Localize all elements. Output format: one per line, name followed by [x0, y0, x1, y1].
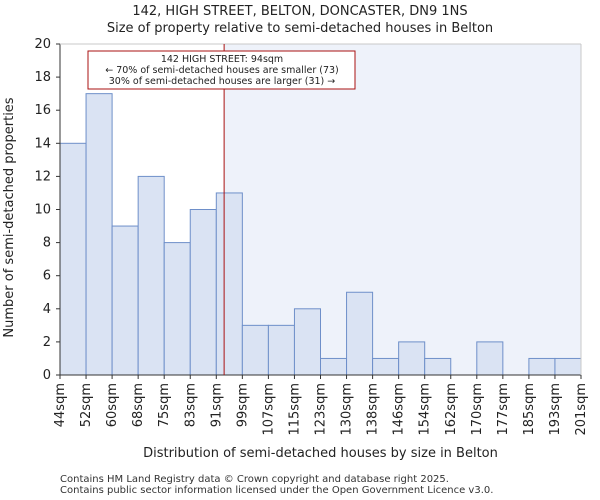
chart-subtitle: Size of property relative to semi-detach… — [106, 21, 494, 36]
bar-91sqm — [215, 192, 243, 376]
y-tick-label-14: 14 — [34, 136, 51, 151]
y-tick-label-16: 16 — [34, 103, 51, 118]
bar-193sqm — [554, 357, 582, 376]
bar-83sqm — [189, 209, 217, 376]
x-tick-label-75sqm: 75sqm — [157, 383, 172, 427]
x-tick-label-130sqm: 130sqm — [340, 383, 355, 436]
y-tick-label-6: 6 — [43, 269, 51, 284]
annotation-box — [87, 50, 356, 90]
shaded-region — [224, 44, 582, 375]
x-tick-label-60sqm: 60sqm — [105, 383, 120, 427]
bar-130sqm — [346, 291, 374, 376]
bar-185sqm — [528, 357, 556, 376]
bar-75sqm — [163, 242, 191, 376]
bar-154sqm — [424, 357, 452, 376]
y-axis-title: Number of semi-detached properties — [2, 97, 17, 337]
y-tick-label-8: 8 — [43, 236, 51, 251]
bar-68sqm — [137, 175, 165, 376]
y-tick-label-20: 20 — [34, 37, 51, 52]
x-tick-label-138sqm: 138sqm — [366, 383, 381, 436]
y-tick-label-0: 0 — [43, 368, 51, 383]
chart-title: 142, HIGH STREET, BELTON, DONCASTER, DN9… — [132, 4, 468, 19]
footer-line-2: Contains public sector information licen… — [60, 485, 494, 496]
x-tick-label-91sqm: 91sqm — [209, 383, 224, 427]
bar-170sqm — [476, 341, 504, 376]
x-tick-label-123sqm: 123sqm — [314, 383, 329, 436]
bar-123sqm — [320, 357, 348, 376]
x-tick-label-162sqm: 162sqm — [444, 383, 459, 436]
annotation-line-1: 142 HIGH STREET: 94sqm — [161, 54, 283, 65]
x-tick-label-44sqm: 44sqm — [53, 383, 68, 427]
x-tick-label-99sqm: 99sqm — [235, 383, 250, 427]
bar-115sqm — [293, 308, 322, 376]
y-tick-label-2: 2 — [43, 335, 51, 350]
annotation-line-3: 30% of semi-detached houses are larger (… — [109, 76, 336, 87]
y-tick-label-10: 10 — [34, 203, 51, 218]
x-tick-label-154sqm: 154sqm — [418, 383, 433, 436]
footer-line-1: Contains HM Land Registry data © Crown c… — [60, 474, 449, 485]
x-tick-label-115sqm: 115sqm — [287, 383, 302, 436]
x-tick-label-83sqm: 83sqm — [183, 383, 198, 427]
annotation-line-2: ← 70% of semi-detached houses are smalle… — [105, 65, 339, 76]
bar-44sqm — [59, 142, 87, 376]
x-tick-label-146sqm: 146sqm — [392, 383, 407, 436]
bar-138sqm — [372, 357, 400, 376]
bar-52sqm — [85, 93, 113, 376]
x-tick-label-201sqm: 201sqm — [574, 383, 589, 436]
x-tick-label-185sqm: 185sqm — [522, 383, 537, 436]
bar-107sqm — [267, 324, 295, 376]
x-tick-label-68sqm: 68sqm — [131, 383, 146, 427]
y-tick-label-12: 12 — [34, 169, 51, 184]
x-tick-label-52sqm: 52sqm — [79, 383, 94, 427]
bar-99sqm — [241, 324, 269, 376]
x-tick-label-107sqm: 107sqm — [261, 383, 276, 436]
x-tick-label-193sqm: 193sqm — [548, 383, 563, 436]
bar-60sqm — [111, 225, 139, 376]
x-axis-title: Distribution of semi-detached houses by … — [143, 446, 498, 461]
y-tick-label-4: 4 — [43, 302, 51, 317]
x-tick-label-177sqm: 177sqm — [496, 383, 511, 436]
y-tick-label-18: 18 — [34, 70, 51, 85]
bar-146sqm — [398, 341, 426, 376]
x-tick-label-170sqm: 170sqm — [470, 383, 485, 436]
